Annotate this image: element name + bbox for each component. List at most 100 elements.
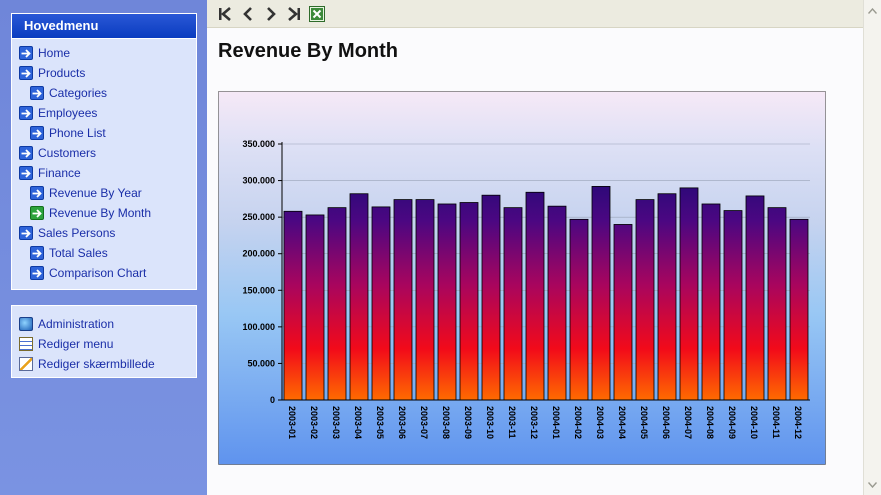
sidebar-item-comparison-chart[interactable]: Comparison Chart: [12, 263, 196, 283]
content-area: Revenue By Month 0 50.000 100.000 150.000 20…: [207, 28, 863, 495]
bar-2004-10: [745, 195, 765, 401]
y-tick-label: 350.000: [242, 139, 275, 149]
edit-screen-link[interactable]: Rediger skærmbillede: [12, 354, 196, 374]
arrow-right-icon: [30, 186, 44, 200]
left-navigation-pane: Hovedmenu Home Products Categories Employee…: [0, 0, 207, 495]
vertical-scrollbar[interactable]: [863, 0, 881, 495]
sidebar-item-label: Finance: [38, 166, 81, 180]
bar-2004-02: [569, 218, 589, 401]
bar-2004-08: [701, 203, 721, 401]
sidebar-item-label: Home: [38, 46, 71, 60]
last-page-icon: [288, 6, 300, 21]
bar-2004-09: [723, 210, 743, 401]
bar-2004-04: [613, 224, 633, 401]
x-tick-label: 2004-02: [573, 406, 583, 439]
x-tick-label: 2003-02: [309, 406, 319, 439]
administration-label: Administration: [38, 317, 115, 331]
x-tick-label: 2004-07: [683, 406, 693, 439]
administration-link[interactable]: Administration: [12, 314, 196, 334]
chevron-down-icon: [868, 481, 877, 488]
x-tick-label: 2003-11: [507, 406, 517, 439]
arrow-right-icon: [19, 166, 33, 180]
sidebar-item-revenue-by-month[interactable]: Revenue By Month: [12, 203, 196, 223]
sidebar-item-revenue-by-year[interactable]: Revenue By Year: [12, 183, 196, 203]
sidebar-item-label: Categories: [49, 86, 108, 100]
arrow-right-icon: [30, 86, 44, 100]
next-page-button[interactable]: [262, 5, 280, 23]
sidebar-item-employees[interactable]: Employees: [12, 103, 196, 123]
edit-menu-label: Rediger menu: [38, 337, 114, 351]
arrow-right-icon: [19, 46, 33, 60]
bar-2004-05: [635, 199, 655, 401]
first-page-icon: [219, 6, 231, 21]
bar-2003-10: [481, 194, 501, 401]
sidebar-item-sales-persons[interactable]: Sales Persons: [12, 223, 196, 243]
arrow-right-icon: [19, 66, 33, 80]
sidebar-item-home[interactable]: Home: [12, 43, 196, 63]
x-tick-label: 2003-01: [287, 406, 297, 439]
x-tick-label: 2004-04: [617, 406, 627, 439]
globe-icon: [19, 317, 33, 331]
y-tick-label: 0: [270, 395, 275, 405]
y-tick-label: 150.000: [242, 285, 275, 295]
x-tick-label: 2003-09: [463, 406, 473, 439]
sidebar-item-label: Customers: [38, 146, 97, 160]
y-tick-label: 250.000: [242, 212, 275, 222]
y-tick-label: 50.000: [247, 358, 275, 368]
edit-menu-link[interactable]: Rediger menu: [12, 334, 196, 354]
sidebar-item-categories[interactable]: Categories: [12, 83, 196, 103]
x-tick-label: 2003-10: [485, 406, 495, 439]
chevron-up-icon: [868, 7, 877, 14]
x-tick-label: 2003-05: [375, 406, 385, 439]
sidebar-item-customers[interactable]: Customers: [12, 143, 196, 163]
scroll-up-button[interactable]: [864, 2, 881, 19]
sidebar-item-label: Employees: [38, 106, 98, 120]
x-tick-label: 2004-11: [771, 406, 781, 439]
sidebar-item-products[interactable]: Products: [12, 63, 196, 83]
x-tick-label: 2004-03: [595, 406, 605, 439]
excel-export-icon: [309, 5, 325, 22]
bar-2003-03: [327, 207, 347, 401]
scroll-down-button[interactable]: [864, 476, 881, 493]
y-tick-label: 200.000: [242, 249, 275, 259]
previous-page-button[interactable]: [239, 5, 257, 23]
sidebar-item-label: Products: [38, 66, 86, 80]
sidebar-item-label: Revenue By Month: [49, 206, 152, 220]
y-tick-label: 300.000: [242, 176, 275, 186]
y-tick-label: 100.000: [242, 322, 275, 332]
arrow-right-icon: [19, 106, 33, 120]
sidebar-item-label: Sales Persons: [38, 226, 116, 240]
first-page-button[interactable]: [216, 5, 234, 23]
bar-2004-12: [789, 218, 809, 401]
sidebar-item-total-sales[interactable]: Total Sales: [12, 243, 196, 263]
bar-2003-07: [415, 199, 435, 401]
bar-2003-12: [525, 191, 545, 401]
report-toolbar: [207, 0, 863, 28]
sidebar-item-label: Comparison Chart: [49, 266, 147, 280]
bar-2004-07: [679, 187, 699, 401]
bar-2004-03: [591, 186, 611, 401]
bar-2003-05: [371, 206, 391, 401]
sidebar-item-phone-list[interactable]: Phone List: [12, 123, 196, 143]
x-tick-label: 2003-06: [397, 406, 407, 439]
arrow-right-icon: [30, 206, 44, 220]
sidebar-item-label: Phone List: [49, 126, 106, 140]
last-page-button[interactable]: [285, 5, 303, 23]
x-tick-label: 2003-07: [419, 406, 429, 439]
bar-2003-02: [305, 214, 325, 401]
excel-export-button[interactable]: [308, 5, 326, 23]
arrow-right-icon: [30, 246, 44, 260]
sidebar-item-label: Revenue By Year: [49, 186, 142, 200]
arrow-right-icon: [19, 226, 33, 240]
previous-page-icon: [243, 6, 252, 21]
bar-2004-11: [767, 207, 787, 401]
next-page-icon: [267, 6, 276, 21]
x-tick-label: 2004-05: [639, 406, 649, 439]
arrow-right-icon: [19, 146, 33, 160]
pencil-edit-icon: [19, 357, 33, 371]
bar-2004-06: [657, 193, 677, 401]
x-tick-label: 2004-12: [793, 406, 803, 439]
sidebar-item-finance[interactable]: Finance: [12, 163, 196, 183]
admin-menu: Administration Rediger menu Rediger skær…: [11, 305, 197, 378]
arrow-right-icon: [30, 266, 44, 280]
